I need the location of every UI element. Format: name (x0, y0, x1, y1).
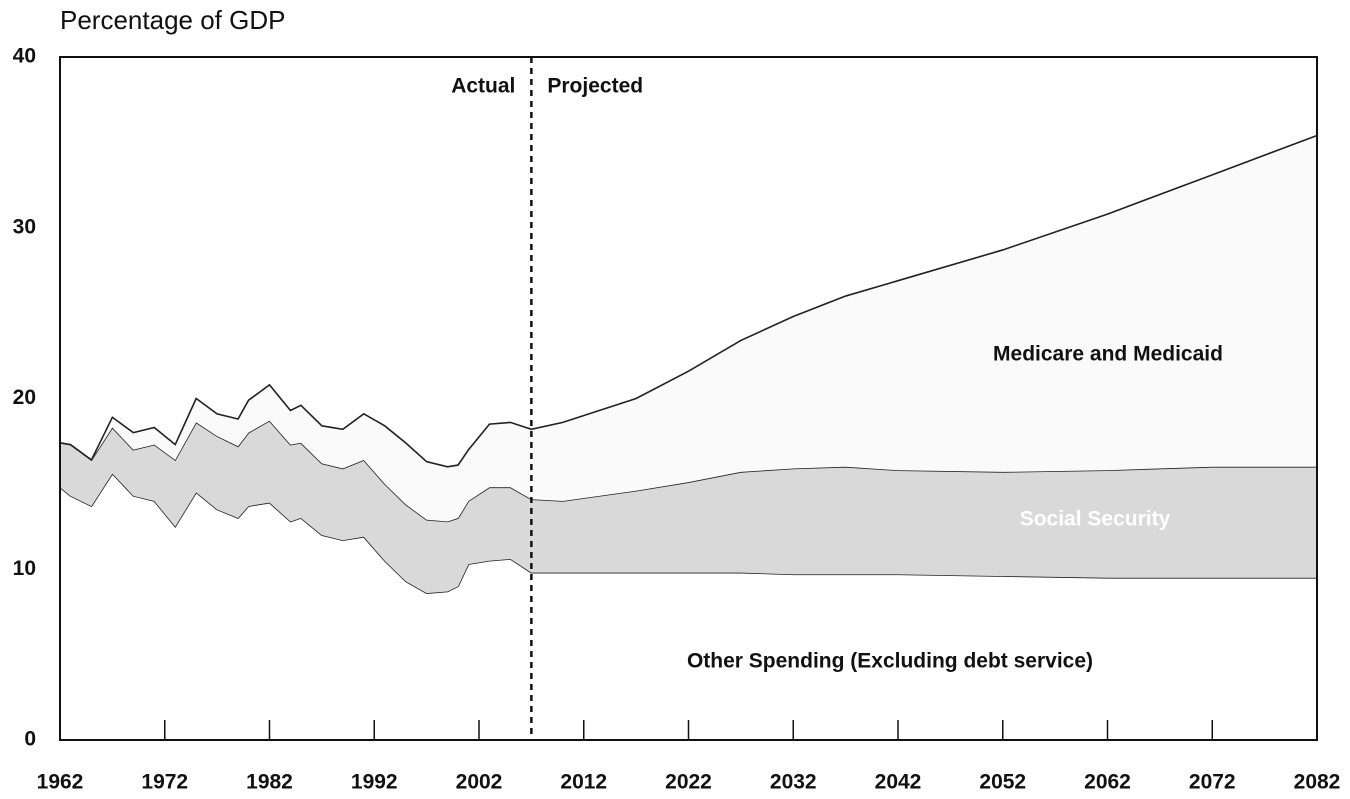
x-tick-label: 1982 (246, 771, 293, 794)
y-tick-label: 30 (13, 215, 36, 238)
series-label: Medicare and Medicaid (993, 343, 1223, 366)
annotation: Actual (451, 75, 515, 98)
chart-title: Percentage of GDP (60, 5, 285, 35)
x-tick-label: 1962 (37, 771, 84, 794)
x-tick-label: 1992 (351, 771, 398, 794)
y-tick-label: 10 (13, 557, 36, 580)
x-tick-label: 2002 (456, 771, 503, 794)
series-label: Other Spending (Excluding debt service) (687, 650, 1093, 673)
area-line (59, 134, 1318, 468)
y-tick-label: 20 (13, 386, 36, 409)
area (60, 420, 1317, 594)
annotation: Projected (547, 75, 643, 98)
x-tick-label: 2082 (1294, 771, 1341, 794)
x-tick-label: 2072 (1189, 771, 1236, 794)
y-tick-label: 0 (24, 728, 36, 751)
x-tick-label: 2042 (875, 771, 922, 794)
area (60, 473, 1317, 740)
x-tick-label: 1972 (141, 771, 188, 794)
x-tick-label: 2022 (665, 771, 712, 794)
area (60, 135, 1317, 522)
x-tick-label: 2012 (560, 771, 607, 794)
y-tick-label: 40 (13, 45, 36, 68)
x-tick-label: 2032 (770, 771, 817, 794)
x-tick-label: 2062 (1084, 771, 1131, 794)
series-label: Social Security (1020, 508, 1171, 531)
x-tick-label: 2052 (979, 771, 1026, 794)
